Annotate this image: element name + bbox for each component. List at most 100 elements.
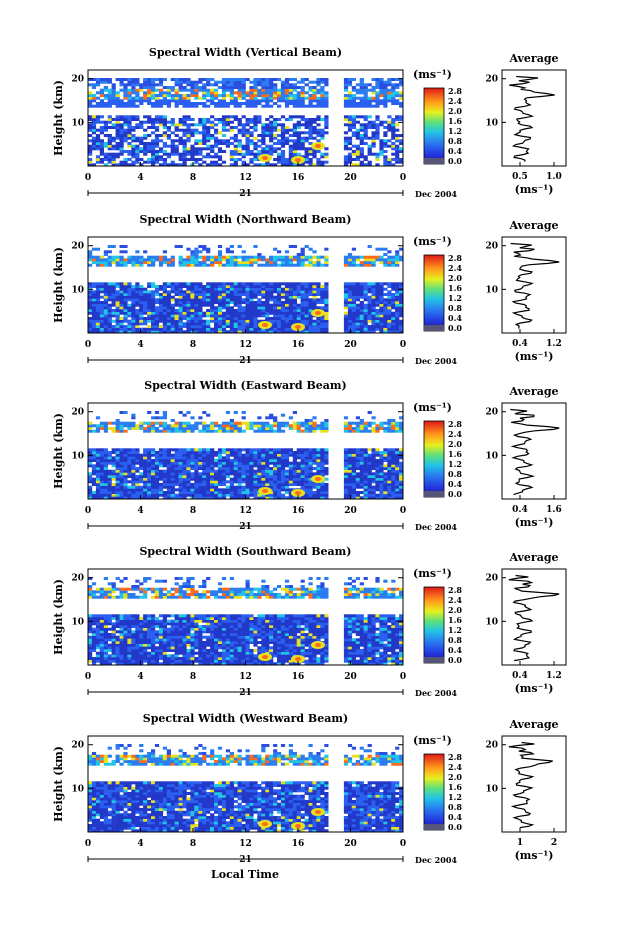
- heatmap-cell: [210, 475, 214, 478]
- heatmap-cell: [139, 424, 143, 427]
- heatmap-cell: [116, 467, 120, 470]
- heatmap-cell: [163, 483, 167, 486]
- heatmap-cell: [387, 480, 391, 483]
- heatmap-cell: [238, 91, 242, 94]
- heatmap-cell: [104, 470, 108, 473]
- heatmap-cell: [218, 325, 222, 328]
- heatmap-cell: [383, 261, 387, 264]
- heatmap-cell: [183, 139, 187, 142]
- heatmap-cell: [356, 304, 360, 307]
- heatmap-cell: [214, 486, 218, 489]
- heatmap-cell: [364, 91, 368, 94]
- heatmap-cell: [163, 145, 167, 148]
- heatmap-cell: [324, 494, 328, 497]
- heatmap-cell: [100, 139, 104, 142]
- heatmap-cell: [202, 486, 206, 489]
- heatmap-cell: [277, 99, 281, 102]
- heatmap-cell: [360, 134, 364, 137]
- heatmap-cell: [226, 264, 230, 267]
- heatmap-cell: [175, 293, 179, 296]
- heatmap-cell: [222, 456, 226, 459]
- heatmap-cell: [395, 129, 399, 132]
- heatmap-cell: [135, 250, 139, 253]
- heatmap-cell: [163, 99, 167, 102]
- heatmap-cell: [179, 464, 183, 467]
- heatmap-cell: [206, 81, 210, 84]
- heatmap-cell: [163, 427, 167, 430]
- heatmap-cell: [214, 488, 218, 491]
- heatmap-cell: [183, 150, 187, 153]
- heatmap-cell: [297, 258, 301, 261]
- heatmap-cell: [391, 480, 395, 483]
- heatmap-cell: [194, 288, 198, 291]
- heatmap-cell: [143, 488, 147, 491]
- heatmap-cell: [344, 328, 348, 331]
- heatmap-cell: [312, 462, 316, 465]
- heatmap-cell: [116, 306, 120, 309]
- heatmap-cell: [179, 451, 183, 454]
- heatmap-cell: [391, 494, 395, 497]
- heatmap-cell: [242, 102, 246, 105]
- heatmap-cell: [183, 301, 187, 304]
- x-tick-label: 0: [85, 173, 91, 183]
- heatmap-cell: [175, 459, 179, 462]
- heatmap-cell: [186, 256, 190, 259]
- heatmap-cell: [230, 454, 234, 457]
- heatmap-cell: [234, 118, 238, 121]
- heatmap-cell: [183, 488, 187, 491]
- heatmap-cell: [368, 459, 372, 462]
- heatmap-cell: [127, 290, 131, 293]
- heatmap-cell: [261, 258, 265, 261]
- heatmap-cell: [391, 97, 395, 100]
- heatmap-cell: [96, 467, 100, 470]
- heatmap-cell: [344, 488, 348, 491]
- heatmap-cell: [210, 424, 214, 427]
- heatmap-cell: [246, 464, 250, 467]
- heatmap-cell: [269, 430, 273, 433]
- heatmap-cell: [202, 155, 206, 158]
- heatmap-cell: [183, 478, 187, 481]
- heatmap-cell: [155, 115, 159, 118]
- heatmap-cell: [139, 480, 143, 483]
- heatmap-cell: [155, 118, 159, 121]
- heatmap-cell: [186, 89, 190, 92]
- heatmap-cell: [324, 118, 328, 121]
- heatmap-cell: [312, 118, 316, 121]
- heatmap-cell: [214, 155, 218, 158]
- heatmap-cell: [151, 105, 155, 108]
- heatmap-cell: [135, 147, 139, 150]
- heatmap-cell: [131, 480, 135, 483]
- heatmap-cell: [179, 448, 183, 451]
- heatmap-cell: [194, 422, 198, 425]
- heatmap-cell: [120, 142, 124, 145]
- heatmap-cell: [104, 322, 108, 325]
- heatmap-cell: [159, 115, 163, 118]
- heatmap-cell: [265, 94, 269, 97]
- heatmap-cell: [305, 147, 309, 150]
- heatmap-cell: [147, 317, 151, 320]
- heatmap-cell: [238, 491, 242, 494]
- heatmap-cell: [281, 123, 285, 126]
- heatmap-cell: [234, 486, 238, 489]
- heatmap-cell: [218, 427, 222, 430]
- heatmap-cell: [261, 454, 265, 457]
- heatmap-cell: [202, 91, 206, 94]
- heatmap-cell: [269, 467, 273, 470]
- heatmap-cell: [147, 94, 151, 97]
- heatmap-cell: [249, 261, 253, 264]
- heatmap-cell: [214, 306, 218, 309]
- heatmap-cell: [352, 462, 356, 465]
- y-tick-label: 20: [71, 75, 84, 85]
- heatmap-cell: [218, 464, 222, 467]
- heatmap-cell: [348, 430, 352, 433]
- heatmap-cell: [348, 488, 352, 491]
- heatmap-cell: [96, 142, 100, 145]
- heatmap-cell: [120, 478, 124, 481]
- heatmap-cell: [112, 293, 116, 296]
- heatmap-cell: [348, 137, 352, 140]
- heatmap-cell: [92, 328, 96, 331]
- heatmap-cell: [206, 314, 210, 317]
- heatmap-cell: [151, 118, 155, 121]
- heatmap-cell: [92, 456, 96, 459]
- heatmap-cell: [281, 290, 285, 293]
